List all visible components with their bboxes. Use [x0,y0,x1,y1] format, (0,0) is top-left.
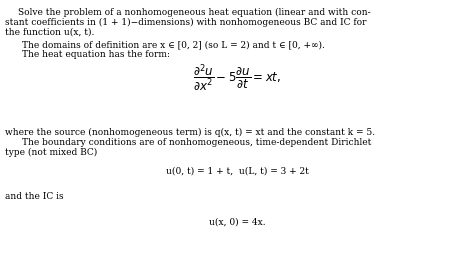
Text: u(0, t) = 1 + t,  u(L, t) = 3 + 2t: u(0, t) = 1 + t, u(L, t) = 3 + 2t [165,167,309,176]
Text: the function u(x, t).: the function u(x, t). [5,28,94,37]
Text: $\dfrac{\partial^2 u}{\partial x^2} - 5\dfrac{\partial u}{\partial t} = xt,$: $\dfrac{\partial^2 u}{\partial x^2} - 5\… [193,62,281,94]
Text: type (not mixed BC): type (not mixed BC) [5,148,97,157]
Text: u(x, 0) = 4x.: u(x, 0) = 4x. [209,218,265,227]
Text: where the source (nonhomogeneous term) is q(x, t) = xt and the constant k = 5.: where the source (nonhomogeneous term) i… [5,128,375,137]
Text: The domains of definition are x ∈ [0, 2] (so L = 2) and t ∈ [0, +∞).: The domains of definition are x ∈ [0, 2]… [22,40,325,49]
Text: Solve the problem of a nonhomogeneous heat equation (linear and with con-: Solve the problem of a nonhomogeneous he… [18,8,371,17]
Text: stant coefficients in (1 + 1)−dimensions) with nonhomogeneous BC and IC for: stant coefficients in (1 + 1)−dimensions… [5,18,366,27]
Text: and the IC is: and the IC is [5,192,64,201]
Text: The boundary conditions are of nonhomogeneous, time-dependent Dirichlet: The boundary conditions are of nonhomoge… [22,138,371,147]
Text: The heat equation has the form:: The heat equation has the form: [22,50,170,59]
